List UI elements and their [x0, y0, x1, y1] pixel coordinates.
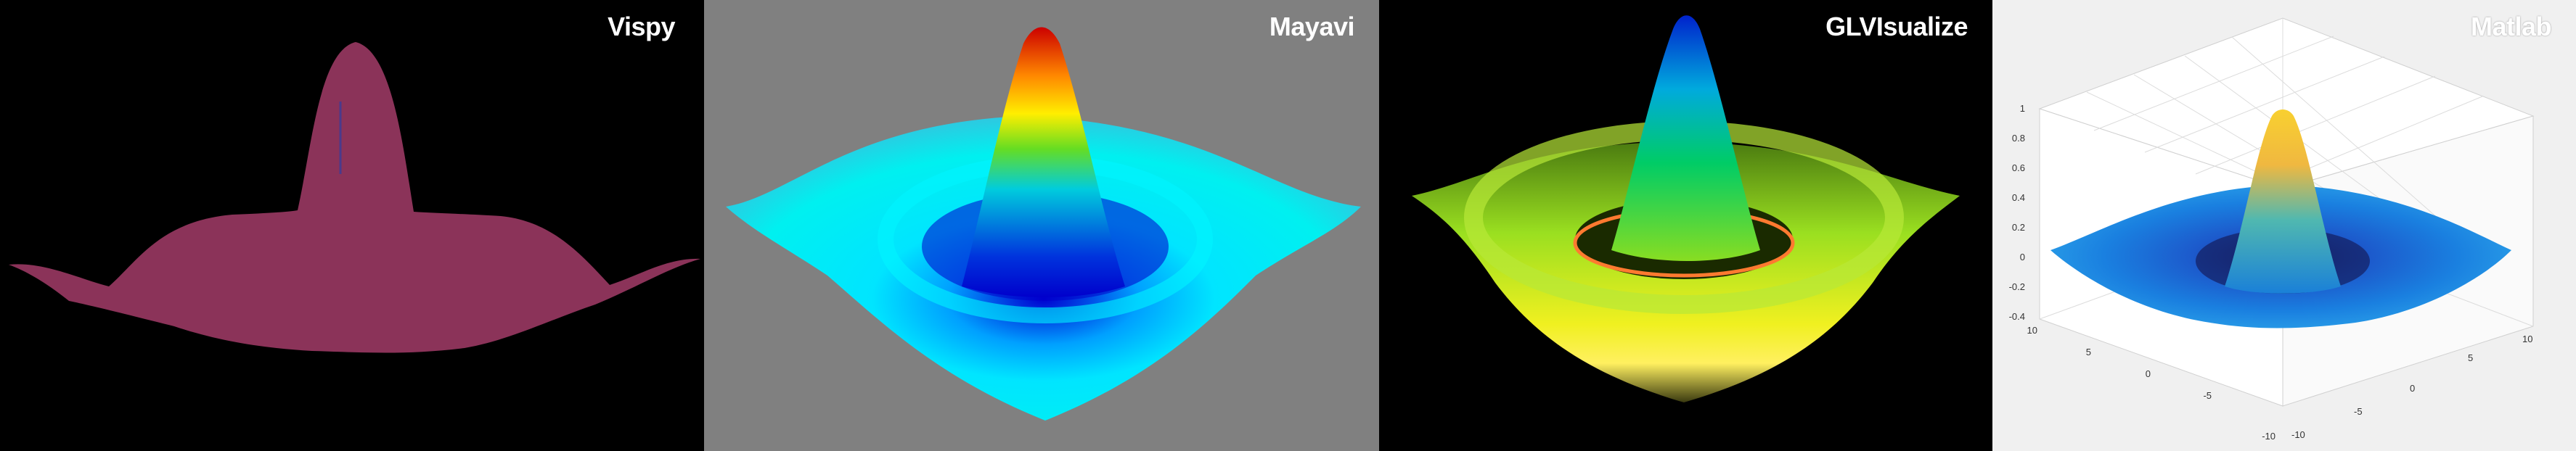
- mayavi-surface-plot: [726, 27, 1361, 421]
- z-tick: 0.6: [2012, 162, 2025, 173]
- matlab-peak: [2225, 109, 2341, 294]
- glv-peak: [1611, 15, 1760, 261]
- mayavi-peak: [962, 27, 1125, 297]
- y-tick: 0: [2410, 383, 2415, 394]
- panel-title: Vispy: [608, 12, 675, 41]
- panel-title: GLVIsualize: [1825, 12, 1968, 41]
- z-tick: 1: [2020, 103, 2025, 114]
- glvisualize-panel: GLVIsualize: [1379, 0, 1992, 451]
- vispy-surface-plot: [9, 42, 700, 353]
- z-tick: 0.4: [2012, 192, 2025, 203]
- x-tick: 10: [2027, 325, 2037, 336]
- glvisualize-surface-plot: [1412, 15, 1960, 402]
- x-tick: -10: [2262, 431, 2276, 442]
- z-tick: 0.2: [2012, 222, 2025, 233]
- y-tick: -10: [2291, 429, 2305, 440]
- z-tick: 0.8: [2012, 133, 2025, 144]
- y-tick: -5: [2354, 406, 2363, 417]
- panel-title: Mayavi: [1269, 12, 1355, 41]
- z-tick: -0.4: [2009, 311, 2025, 322]
- x-tick: -5: [2203, 390, 2212, 401]
- matlab-z-axis: 1 0.8 0.6 0.4 0.2 0 -0.2 -0.4: [2009, 103, 2025, 322]
- z-tick: -0.2: [2009, 281, 2025, 292]
- vispy-panel: Vispy: [0, 0, 704, 451]
- vispy-surface-silhouette: [9, 42, 700, 353]
- y-tick: 5: [2468, 352, 2473, 363]
- x-tick: 5: [2086, 347, 2091, 357]
- panel-title: Matlab: [2470, 12, 2552, 41]
- z-tick: 0: [2020, 252, 2025, 262]
- x-tick: 0: [2146, 368, 2151, 379]
- mayavi-panel: Mayavi: [704, 0, 1379, 451]
- matlab-surface-plot: 1 0.8 0.6 0.4 0.2 0 -0.2 -0.4 10 5 0 -5 …: [2009, 17, 2535, 442]
- matlab-x-axis: 10 5 0 -5 -10: [2027, 325, 2276, 442]
- matlab-panel: 1 0.8 0.6 0.4 0.2 0 -0.2 -0.4 10 5 0 -5 …: [1992, 0, 2576, 451]
- y-tick: 10: [2522, 334, 2532, 344]
- matlab-y-axis: 10 5 0 -5 -10: [2291, 334, 2532, 440]
